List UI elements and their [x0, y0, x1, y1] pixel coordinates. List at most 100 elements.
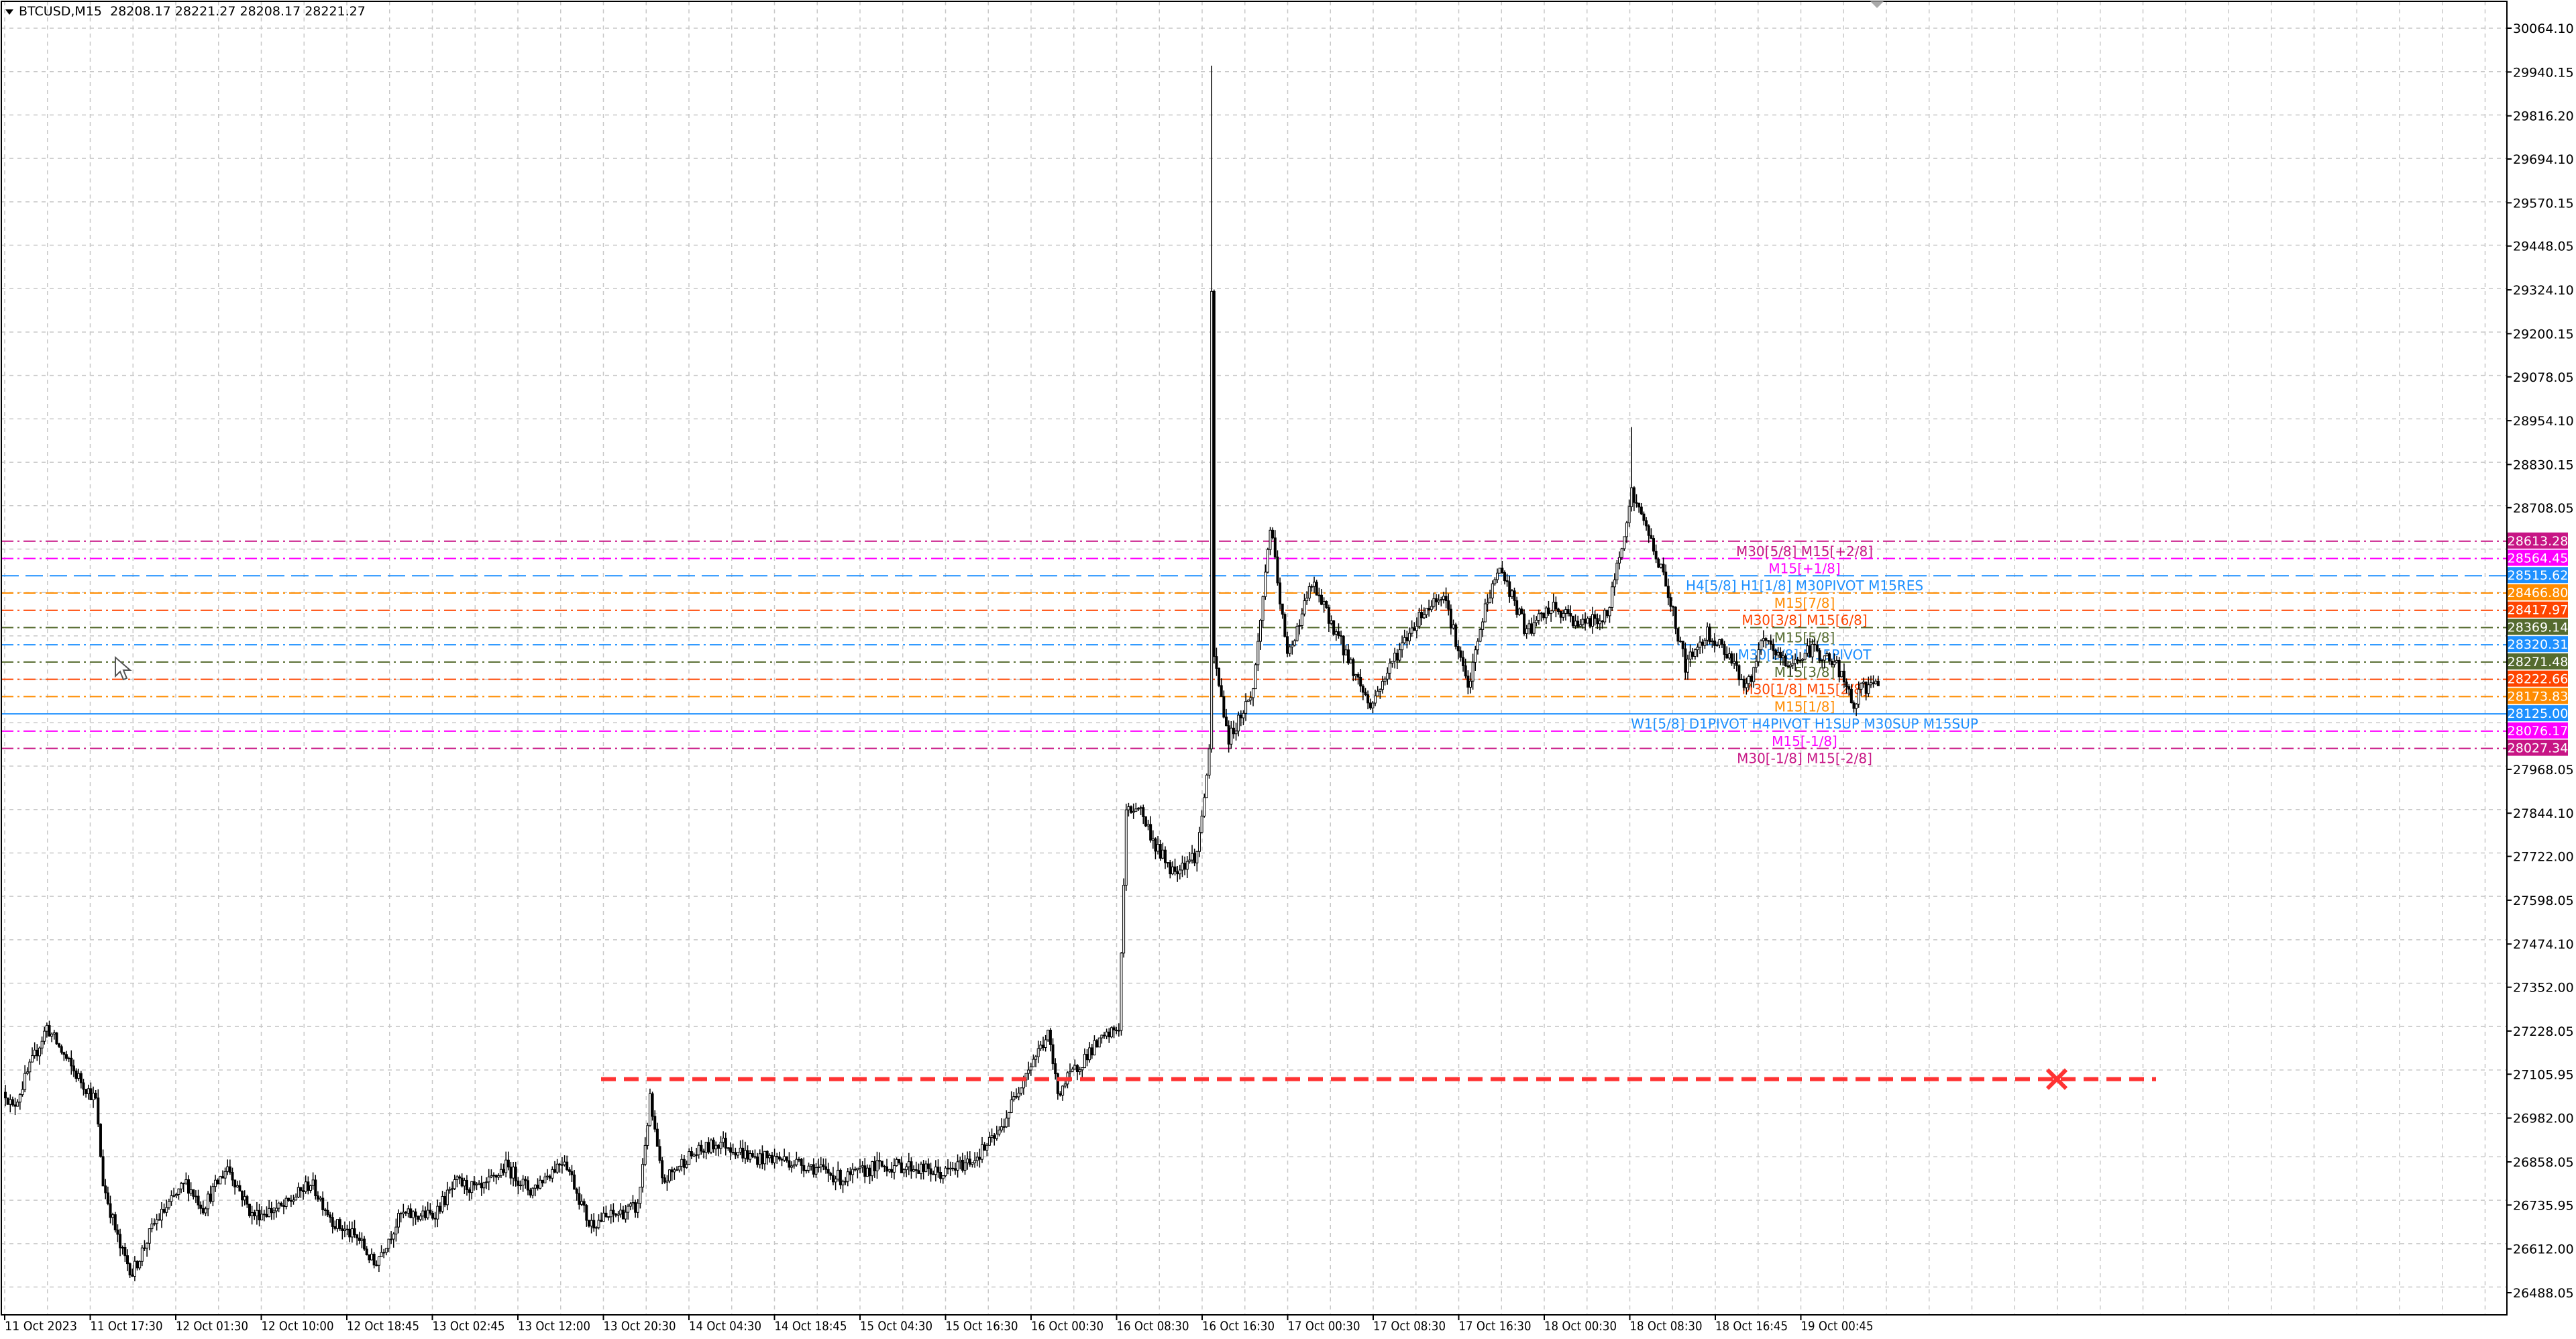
candle-body [1750, 676, 1753, 682]
candle-body [329, 1214, 332, 1218]
candle-body [209, 1193, 212, 1202]
level-price-badge [2508, 584, 2568, 600]
candle-body [1786, 665, 1790, 667]
candle-body [319, 1197, 322, 1200]
candle-body [150, 1223, 154, 1230]
candle-body [1589, 618, 1592, 627]
x-tick-label: 13 Oct 20:30 [604, 1319, 676, 1334]
candle-body [765, 1150, 769, 1159]
candle-body [92, 1092, 95, 1100]
candle-body [641, 1164, 645, 1188]
candle-body [1354, 674, 1357, 676]
candle-body [50, 1033, 54, 1037]
candle-body [1469, 680, 1472, 688]
y-tick-label: 29078.05 [2513, 370, 2574, 385]
candle-body [216, 1179, 219, 1185]
candle-body [1788, 664, 1792, 667]
candle-body [643, 1144, 647, 1165]
candle-body [1713, 640, 1716, 646]
candle-body [1361, 686, 1364, 693]
candle-body [1273, 537, 1277, 557]
y-tick-label: 26735.95 [2513, 1198, 2574, 1213]
candle-body [936, 1167, 940, 1173]
candle-body [514, 1167, 517, 1181]
chart-shift-marker-icon[interactable] [1870, 1, 1884, 8]
x-tick-label: 12 Oct 10:00 [262, 1319, 334, 1334]
candle-body [800, 1159, 803, 1166]
candle-body [1395, 653, 1399, 661]
candle-body [1794, 659, 1797, 664]
candle-body [1642, 513, 1646, 521]
candle-body [1823, 655, 1826, 661]
candle-body [1618, 557, 1621, 564]
candle-body [189, 1189, 193, 1194]
candle-body [658, 1146, 661, 1161]
candle-body [1449, 608, 1452, 629]
y-tick-label: 30064.10 [2513, 21, 2574, 36]
candle-body [1154, 838, 1157, 852]
candle-body [333, 1226, 337, 1229]
x-marker-icon[interactable] [2045, 1068, 2068, 1090]
candle-body [888, 1169, 891, 1172]
candle-body [604, 1212, 608, 1218]
candle-body [1212, 290, 1216, 657]
candle-body [1246, 700, 1250, 702]
candle-body [631, 1202, 635, 1205]
candle-body [851, 1169, 855, 1175]
candle-body [1745, 683, 1748, 688]
level-price-badge [2508, 532, 2568, 549]
candle-body [680, 1159, 684, 1167]
candle-body [712, 1139, 715, 1150]
level-price-label: 28613.28 [2508, 534, 2569, 549]
candle-body [627, 1206, 630, 1213]
candle-body [1635, 502, 1638, 504]
x-tick-label: 12 Oct 01:30 [176, 1319, 248, 1334]
candle-body [629, 1203, 632, 1207]
candle-body [993, 1135, 996, 1139]
candle-body [692, 1154, 696, 1157]
candle-body [1269, 529, 1272, 550]
level-price-badge [2508, 619, 2568, 635]
candle-body [1276, 556, 1279, 584]
candle-body [1271, 529, 1275, 539]
candle-body [1085, 1054, 1089, 1061]
candle-body [914, 1169, 918, 1171]
candle-body [316, 1195, 319, 1200]
candle-body [963, 1162, 967, 1171]
candle-body [499, 1169, 502, 1176]
candle-body [951, 1167, 955, 1169]
candle-body [431, 1212, 434, 1219]
candle-body [231, 1172, 234, 1181]
candle-body [1315, 582, 1318, 596]
candle-body [1737, 665, 1741, 680]
level-label: M15[7/8] [1774, 595, 1835, 611]
candle-body [526, 1180, 529, 1191]
candle-body [1718, 639, 1721, 645]
level-price-badge [2508, 567, 2568, 584]
candle-body [533, 1184, 537, 1189]
candle-body [546, 1175, 549, 1177]
candle-body [1330, 620, 1333, 624]
candle-body [1476, 641, 1479, 651]
candle-body [368, 1254, 371, 1261]
candle-body [1535, 620, 1538, 623]
candle-body [1693, 649, 1697, 657]
candle-body [448, 1189, 451, 1191]
triangle-down-icon[interactable] [5, 9, 13, 15]
candle-body [1632, 487, 1635, 503]
candle-body [668, 1169, 672, 1181]
candle-body [94, 1092, 97, 1099]
candle-body [1542, 612, 1546, 619]
candle-body [235, 1185, 239, 1187]
x-tick-label: 11 Oct 2023 [5, 1319, 77, 1334]
candle-body [941, 1175, 945, 1179]
candle-body [1456, 646, 1460, 651]
candle-body [898, 1159, 901, 1163]
candle-body [187, 1179, 190, 1194]
candle-body [48, 1025, 51, 1037]
candle-body [1569, 613, 1572, 617]
candle-body [387, 1238, 390, 1249]
candle-body [180, 1183, 183, 1189]
candle-body [201, 1208, 205, 1214]
